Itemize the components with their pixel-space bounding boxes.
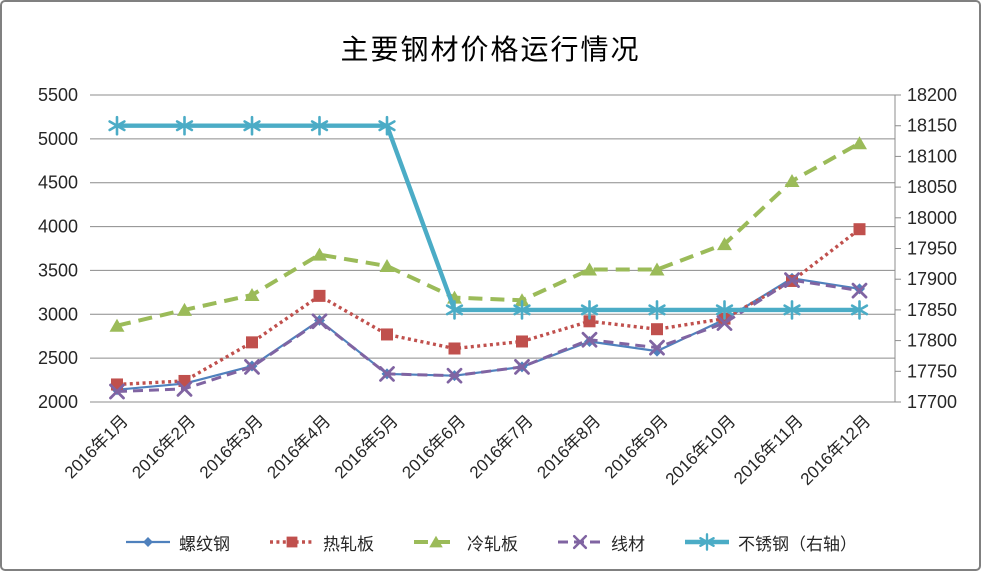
y-axis-right-tick-label: 18000 xyxy=(907,208,957,228)
x-axis: 2016年1月2016年2月2016年3月2016年4月2016年5月2016年… xyxy=(61,411,874,489)
x-axis-tick-label: 2016年8月 xyxy=(533,411,604,482)
y-axis-left-tick-label: 4500 xyxy=(38,173,78,193)
series-markers-wire-rod xyxy=(109,272,868,400)
y-axis-right-tick-label: 18200 xyxy=(907,85,957,105)
x-axis-tick-label: 2016年1月 xyxy=(61,411,132,482)
series-markers-cold-rolled-plate xyxy=(109,136,867,332)
y-axis-right-tick-label: 18150 xyxy=(907,116,957,136)
legend-key-hot-rolled-plate xyxy=(270,536,314,548)
x-axis-tick-label: 2016年11月 xyxy=(730,411,807,488)
y-axis-left-tick-label: 2500 xyxy=(38,348,78,368)
legend-item-stainless-steel: 不锈钢（右轴） xyxy=(683,530,857,555)
legend-item-rebar: 螺纹钢 xyxy=(124,530,230,555)
x-axis-tick-label: 2016年7月 xyxy=(466,411,537,482)
y-axis-left-tick-label: 4000 xyxy=(38,217,78,237)
series-line-rebar xyxy=(116,277,860,391)
x-axis-tick-label: 2016年12月 xyxy=(797,411,875,489)
x-axis-tick-label: 2016年10月 xyxy=(662,411,740,489)
series-line-stainless-steel xyxy=(117,123,860,313)
series-stainless-steel xyxy=(108,115,869,320)
y-axis-left-tick-label: 2000 xyxy=(38,392,78,412)
y-axis-right-tick-label: 17950 xyxy=(907,239,957,259)
series-markers-rebar xyxy=(111,272,865,396)
legend: 螺纹钢 热轧板 冷轧板 线材 不锈钢（右轴） xyxy=(2,525,979,559)
legend-key-wire-rod xyxy=(558,534,602,550)
y-axis-right-tick-label: 18050 xyxy=(907,177,957,197)
y-axis-right-tick-label: 17800 xyxy=(907,331,957,351)
x-axis-tick-label: 2016年9月 xyxy=(601,411,672,482)
legend-key-stainless-steel xyxy=(685,533,729,551)
legend-label-rebar: 螺纹钢 xyxy=(179,534,230,554)
y-axis-right-tick-label: 17750 xyxy=(907,361,957,381)
legend-label-cold-rolled-plate: 冷轧板 xyxy=(467,534,518,554)
y-axis-right-tick-label: 17900 xyxy=(907,269,957,289)
legend-label-wire-rod: 线材 xyxy=(611,534,645,554)
series-line-cold-rolled-plate xyxy=(116,141,861,328)
chart-title: 主要钢材价格运行情况 xyxy=(340,35,641,66)
x-axis-tick-label: 2016年4月 xyxy=(263,411,334,482)
legend-key-cold-rolled-plate xyxy=(414,535,458,548)
legend-label-hot-rolled-plate: 热轧板 xyxy=(323,534,374,554)
legend-key-rebar xyxy=(126,537,170,547)
y-axis-left: 5500 5000 4500 4000 3500 3000 2500 2000 xyxy=(38,85,78,412)
y-axis-left-tick-label: 5500 xyxy=(38,85,78,105)
x-axis-tick-label: 2016年6月 xyxy=(398,411,469,482)
series-line-wire-rod xyxy=(116,278,860,393)
y-axis-right: 18200 18150 18100 18050 18000 17950 17900 17850… xyxy=(894,85,957,412)
series-hot-rolled-plate xyxy=(111,223,866,391)
series-markers-stainless-steel xyxy=(108,115,869,320)
x-axis-tick-label: 2016年2月 xyxy=(128,411,199,482)
y-axis-right-tick-label: 18100 xyxy=(907,146,957,166)
x-axis-tick-label: 2016年5月 xyxy=(331,411,402,482)
series-rebar xyxy=(111,272,865,396)
gridlines xyxy=(90,94,895,403)
y-axis-right-tick-label: 17700 xyxy=(907,392,957,412)
y-axis-right-tick-label: 17850 xyxy=(907,300,957,320)
y-axis-left-tick-label: 3500 xyxy=(38,260,78,280)
series-markers-hot-rolled-plate xyxy=(111,223,866,391)
legend-label-stainless-steel: 不锈钢（右轴） xyxy=(738,534,857,554)
series-wire-rod xyxy=(109,272,868,400)
legend-item-cold-rolled-plate: 冷轧板 xyxy=(412,530,518,555)
legend-item-wire-rod: 线材 xyxy=(556,530,645,555)
series-cold-rolled-plate xyxy=(109,136,867,332)
legend-item-hot-rolled-plate: 热轧板 xyxy=(268,530,374,555)
y-axis-left-tick-label: 5000 xyxy=(38,129,78,149)
series-line-hot-rolled-plate xyxy=(116,227,861,387)
y-axis-left-tick-label: 3000 xyxy=(38,304,78,324)
x-axis-tick-label: 2016年3月 xyxy=(196,411,267,482)
